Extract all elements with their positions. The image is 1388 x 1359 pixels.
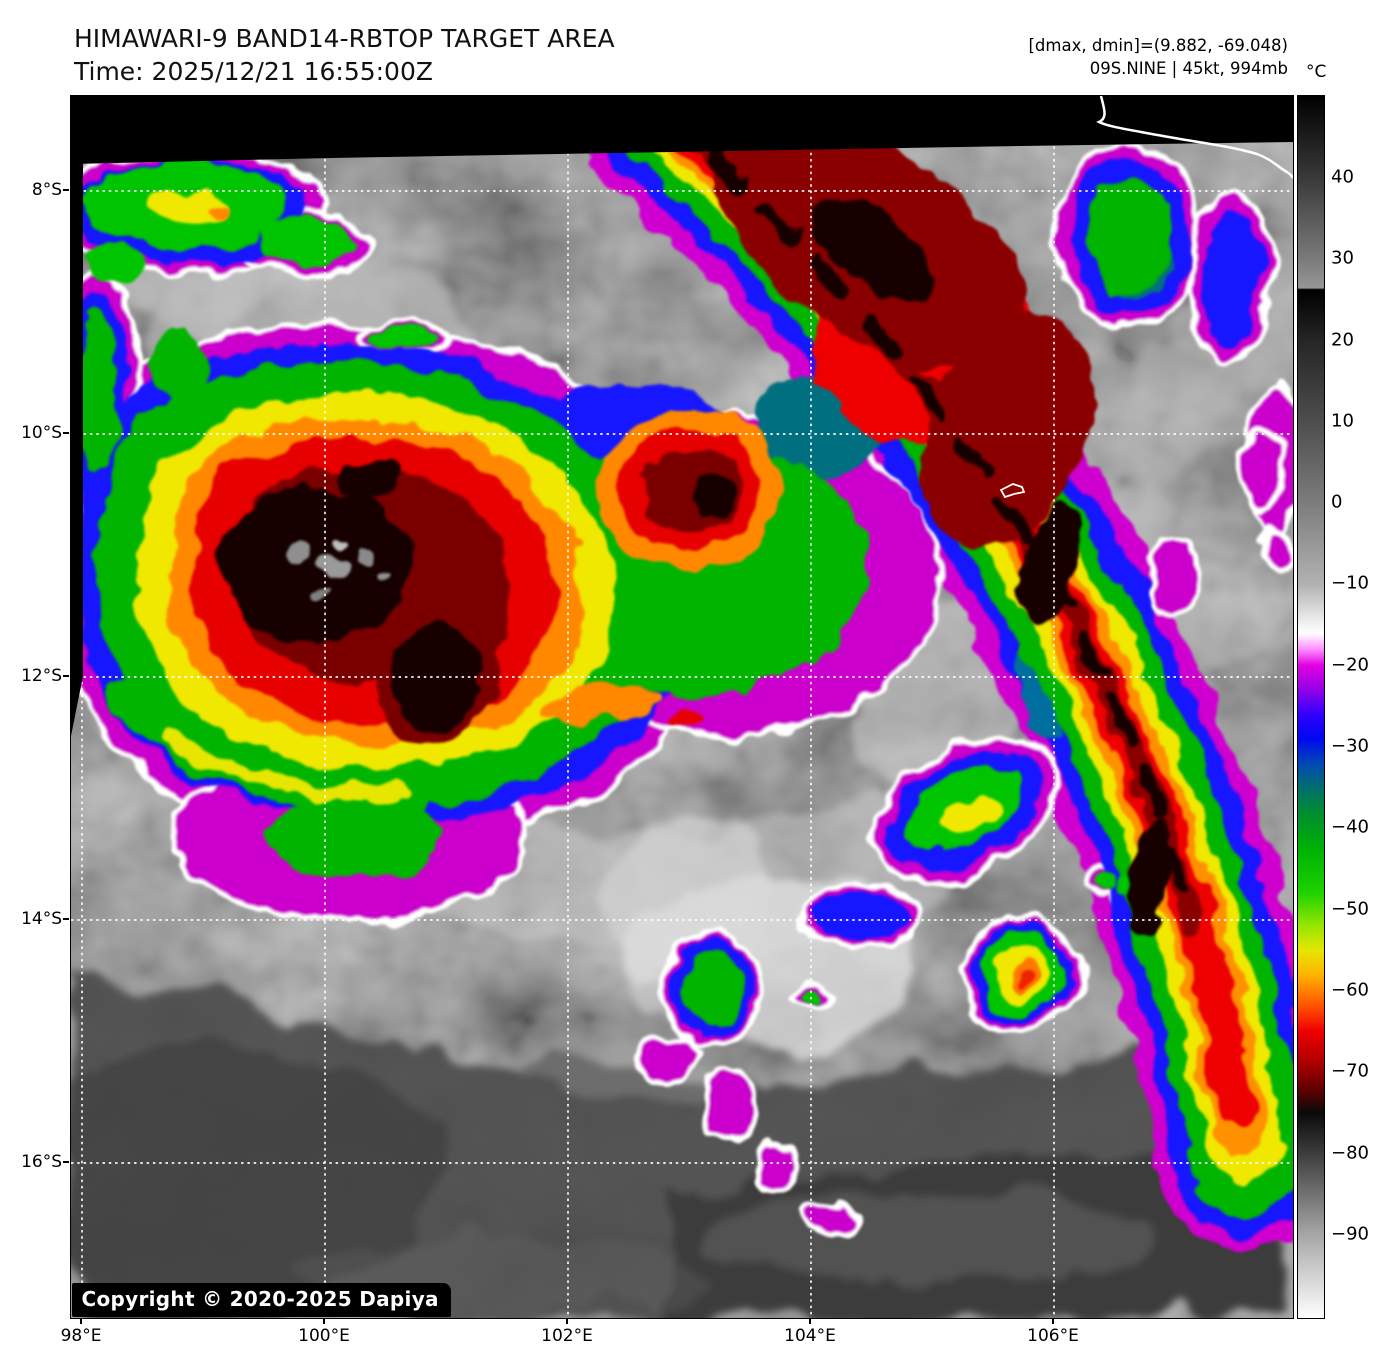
colorbar-tick: 30 — [1331, 247, 1354, 269]
lat-label-10s: 10°S — [21, 423, 62, 443]
lon-tick — [809, 1318, 811, 1324]
overshoot-gray-specks — [284, 540, 390, 594]
lat-tick — [63, 432, 69, 434]
lat-label-16s: 16°S — [21, 1152, 62, 1172]
dmax-dmin-readout: [dmax, dmin]=(9.882, -69.048) — [1028, 36, 1289, 55]
no-data-left-strip — [71, 154, 83, 736]
copyright-badge: Copyright © 2020-2025 Dapiya — [71, 1283, 451, 1317]
timestamp: Time: 2025/12/21 16:55:00Z — [74, 57, 433, 86]
lat-tick — [63, 918, 69, 920]
enhancement-black-layer — [218, 149, 1193, 934]
coastline-sumatra — [1096, 96, 1293, 179]
storm-intensity-readout: 09S.NINE | 45kt, 994mb — [1089, 59, 1288, 78]
header: HIMAWARI-9 BAND14-RBTOP TARGET AREA Time… — [74, 22, 615, 88]
colorbar-tick: 40 — [1331, 166, 1354, 188]
satellite-image — [71, 96, 1293, 1318]
lon-label-98e: 98°E — [60, 1326, 102, 1346]
lon-label-106e: 106°E — [1027, 1326, 1079, 1346]
lat-label-8s: 8°S — [31, 180, 62, 200]
lat-tick — [63, 675, 69, 677]
colorbar-tick: −60 — [1331, 979, 1369, 1001]
colorbar-tick: −10 — [1331, 572, 1369, 594]
lon-tick — [323, 1318, 325, 1324]
lat-label-14s: 14°S — [21, 909, 62, 929]
lon-tick — [566, 1318, 568, 1324]
temperature-colorbar — [1297, 95, 1325, 1319]
no-data-wedge — [71, 96, 1293, 164]
colorbar-tick: −70 — [1331, 1060, 1369, 1082]
colorbar-tick: −30 — [1331, 735, 1369, 757]
colorbar-tick: 10 — [1331, 410, 1354, 432]
colorbar-tick: −80 — [1331, 1142, 1369, 1164]
colorbar-tick: −20 — [1331, 654, 1369, 676]
lon-tick — [80, 1318, 82, 1324]
colorbar-tick: 20 — [1331, 329, 1354, 351]
colorbar-tick: 0 — [1331, 491, 1343, 513]
warm-dark-sector — [71, 976, 1293, 1318]
colorbar-tick: −40 — [1331, 816, 1369, 838]
satellite-map — [70, 95, 1294, 1319]
header-annotations: [dmax, dmin]=(9.882, -69.048) 09S.NINE |… — [1029, 34, 1289, 80]
lon-label-100e: 100°E — [298, 1326, 350, 1346]
lat-tick — [63, 1161, 69, 1163]
colorbar-tick: −50 — [1331, 898, 1369, 920]
page-title: HIMAWARI-9 BAND14-RBTOP TARGET AREA — [74, 24, 615, 53]
colorbar-tick: −90 — [1331, 1223, 1369, 1245]
lon-label-102e: 102°E — [541, 1326, 593, 1346]
lon-label-104e: 104°E — [784, 1326, 836, 1346]
christmas-island-outline — [999, 483, 1026, 499]
colorbar-unit: °C — [1306, 62, 1327, 82]
lat-label-12s: 12°S — [21, 666, 62, 686]
lat-tick — [63, 189, 69, 191]
lon-tick — [1052, 1318, 1054, 1324]
